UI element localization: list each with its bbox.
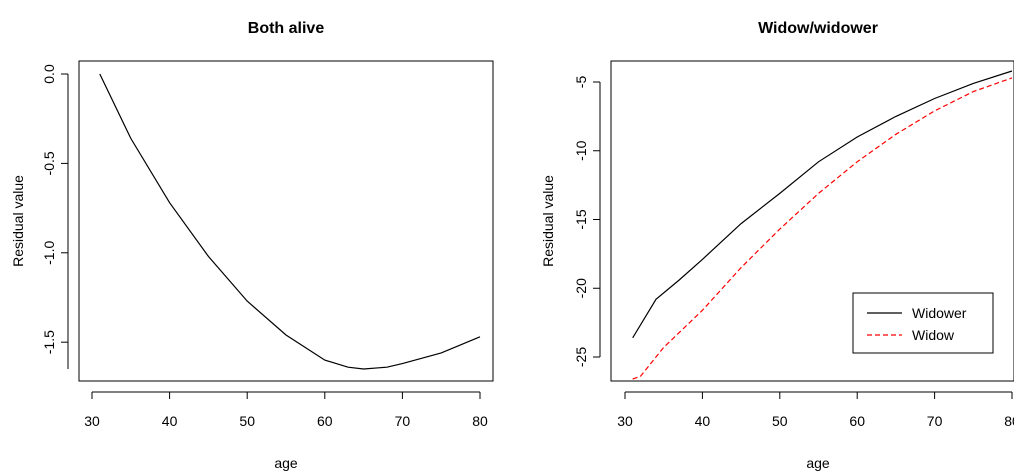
x-axis-label: age <box>806 455 830 471</box>
chart-panel-both-alive: Both alive 30 40 50 60 70 80 0.0 -0.5 -1.0 -1.5 a… <box>10 20 493 471</box>
y-tick-label: -5 <box>573 76 589 89</box>
legend-label-widow: Widow <box>912 327 955 343</box>
chart-panel-widow-widower: Widow/widower 30 40 50 60 70 80 -5 -10 -15 -20 -25… <box>540 20 1014 471</box>
x-tick-label: 60 <box>317 413 333 429</box>
tick-group: 30 40 50 60 70 80 0.0 -0.5 -1.0 -1.5 <box>41 64 488 429</box>
series-group <box>100 74 480 369</box>
x-tick-label: 70 <box>395 413 411 429</box>
x-tick-label: 70 <box>927 413 943 429</box>
x-tick-label: 30 <box>617 413 633 429</box>
x-tick-label: 80 <box>1004 413 1014 429</box>
x-tick-label: 50 <box>239 413 255 429</box>
x-tick-label: 40 <box>162 413 178 429</box>
y-tick-label: -20 <box>573 278 589 298</box>
y-tick-label: -15 <box>573 209 589 229</box>
plot-frame <box>79 61 493 381</box>
y-tick-label: -25 <box>573 347 589 367</box>
legend-box <box>853 293 993 353</box>
x-tick-label: 50 <box>772 413 788 429</box>
legend-label-widower: Widower <box>912 305 967 321</box>
x-tick-label: 60 <box>849 413 865 429</box>
x-tick-label: 40 <box>695 413 711 429</box>
y-tick-label: 0.0 <box>41 64 57 84</box>
x-axis-label: age <box>274 455 298 471</box>
tick-group: 30 40 50 60 70 80 -5 -10 -15 -20 -25 <box>573 76 1014 429</box>
y-tick-label: -1.5 <box>41 330 57 354</box>
chart-title: Widow/widower <box>758 20 878 37</box>
y-tick-label: -0.5 <box>41 151 57 175</box>
y-axis-label: Residual value <box>10 175 26 267</box>
x-tick-label: 30 <box>84 413 100 429</box>
legend: Widower Widow <box>853 293 993 353</box>
x-tick-label: 80 <box>472 413 488 429</box>
series-line-main <box>100 74 480 369</box>
y-axis-label: Residual value <box>540 175 556 267</box>
chart-title: Both alive <box>248 20 325 37</box>
y-tick-label: -1.0 <box>41 241 57 265</box>
y-tick-label: -10 <box>573 140 589 160</box>
